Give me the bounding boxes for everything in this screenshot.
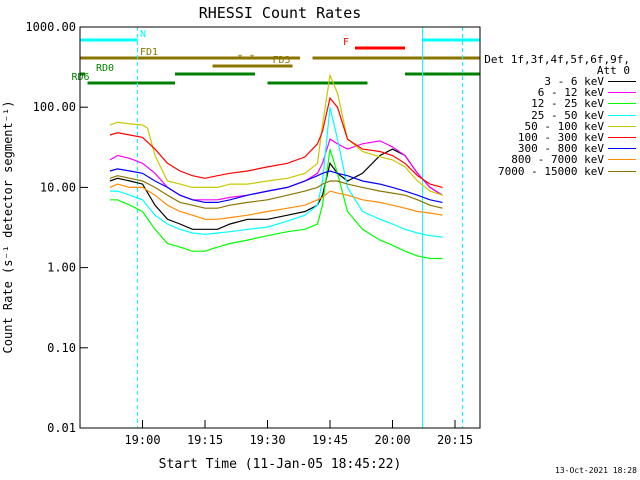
legend-entry-3: 25 - 50 keV [480,110,640,121]
x-axis-label: Start Time (11-Jan-05 18:45:22) [159,457,402,472]
series-line-5 [109,96,443,188]
x-tick-label-4: 20:00 [374,433,410,447]
legend-label-7: 800 - 7000 keV [511,153,604,167]
legend-swatch-1 [608,92,636,94]
legend-label-2: 12 - 25 keV [531,97,604,111]
series-line-4 [109,73,443,196]
x-tick-label-1: 19:15 [187,433,223,447]
y-tick-label-1: 0.10 [47,341,76,355]
legend: Det 1f,3f,4f,5f,6f,9f, Att 0 3 - 6 keV 6 … [480,54,640,177]
chart-title: RHESSI Count Rates [199,4,362,22]
series-line-2 [110,148,443,260]
y-tick-label-2: 1.00 [47,261,76,275]
legend-label-1: 6 - 12 keV [537,86,604,100]
x-tick-label-3: 19:45 [312,433,348,447]
timestamp: 13-Oct-2021 18:28 [555,466,637,475]
flag-label-5: RD0 [96,63,114,74]
y-axis-label: Count Rate (s⁻¹ detector segment⁻¹) [1,101,15,354]
y-ticks: 0.01 0.10 1.00 10.00 100.00 1000.00 [25,20,88,435]
series-line-3 [110,107,443,238]
y-tick-label-4: 100.00 [33,100,76,114]
legend-header-line-2: Att 0 [596,64,630,77]
legend-entry-2: 12 - 25 keV [480,98,640,109]
flag-label-4: FD3 [273,55,291,66]
legend-entry-0: 3 - 6 keV [480,76,640,87]
legend-label-8: 7000 - 15000 keV [498,164,604,178]
x-tick-label-2: 19:30 [249,433,285,447]
legend-entry-4: 50 - 100 keV [480,121,640,132]
data-series [109,73,443,260]
flag-label-6: RD6 [72,72,90,83]
legend-swatch-7 [608,159,636,161]
plot-axes [79,26,481,429]
series-line-0 [109,148,443,230]
x-ticks: 19:00 19:15 19:30 19:45 20:00 20:15 [124,420,473,447]
flag-bars: N F FD1 FD3 RD0 RD6 [72,27,480,428]
flag-label-2: FD1 [140,47,158,58]
legend-entry-7: 800 - 7000 keV [480,154,640,165]
stars-annotation: * * [237,53,255,64]
legend-header-line-1: Det 1f,3f,4f,5f,6f,9f, [484,53,630,66]
y-tick-label-5: 1000.00 [25,20,76,34]
series-line-6 [109,168,443,203]
x-tick-label-0: 19:00 [124,433,160,447]
y-tick-label-0: 0.01 [47,421,76,435]
legend-label-5: 100 - 300 keV [517,130,604,144]
legend-label-0: 3 - 6 keV [544,75,604,88]
legend-swatch-4 [608,125,636,127]
legend-swatch-3 [608,114,636,116]
legend-entry-5: 100 - 300 keV [480,132,640,143]
legend-swatch-2 [608,103,636,105]
legend-entry-1: 6 - 12 keV [480,87,640,98]
flag-label-0: N [140,29,146,40]
legend-entry-6: 300 - 800 keV [480,143,640,154]
x-tick-label-5: 20:15 [437,433,473,447]
series-line-8 [109,175,443,209]
legend-swatch-6 [608,148,636,150]
plot-frame [79,26,481,429]
legend-label-6: 300 - 800 keV [517,142,604,156]
legend-entry-8: 7000 - 15000 keV [480,166,640,177]
y-tick-label-3: 10.00 [40,180,76,194]
legend-swatch-8 [608,170,636,172]
legend-label-3: 25 - 50 keV [531,108,604,122]
flag-label-1: F [343,37,349,48]
legend-swatch-0 [608,81,636,82]
legend-label-4: 50 - 100 keV [524,119,604,133]
legend-entries: 3 - 6 keV 6 - 12 keV 12 - 25 keV 25 - 50 ke… [480,76,640,177]
legend-swatch-5 [608,136,636,138]
series-line-7 [109,183,443,220]
